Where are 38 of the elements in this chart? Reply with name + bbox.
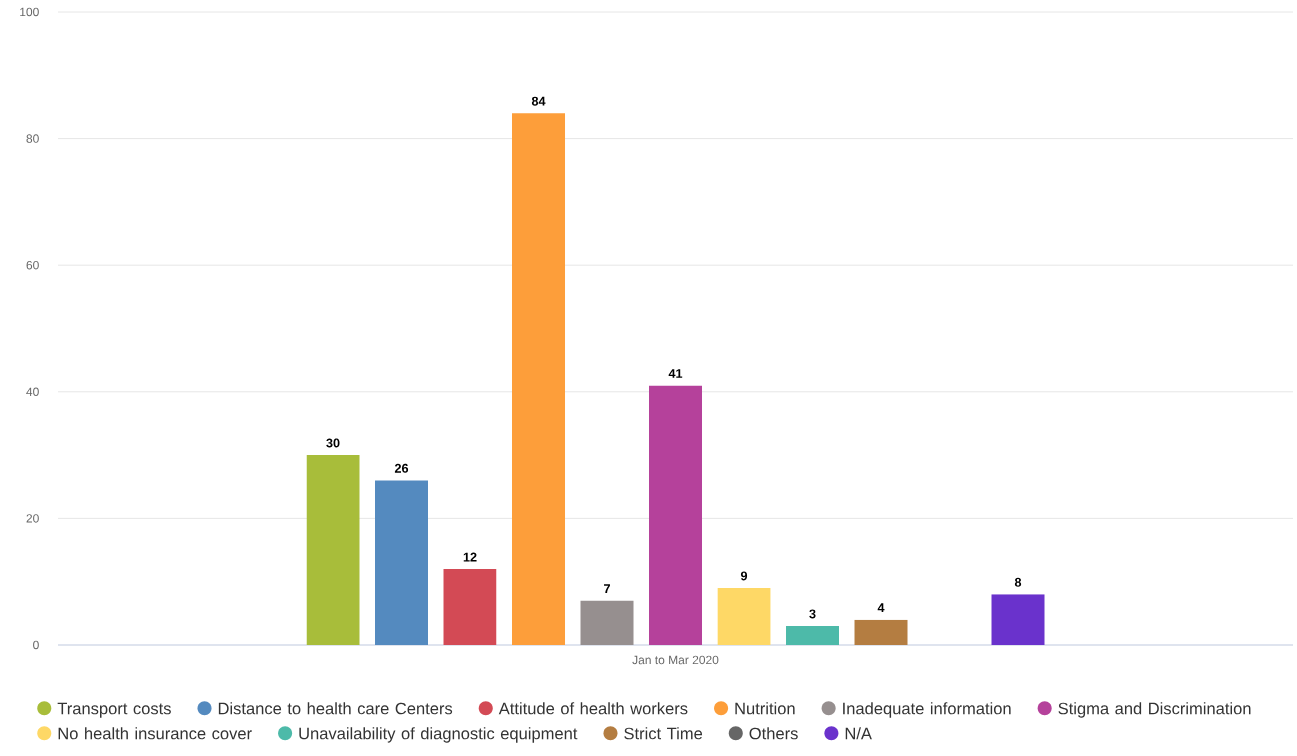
data-label: 30 [326, 438, 340, 448]
bar [306, 455, 360, 645]
y-tick-label: 0 [33, 640, 39, 650]
data-label: 84 [531, 96, 546, 106]
legend-label: Stigma and Discrimination [1058, 702, 1251, 718]
x-tick-label: Jan to Mar 2020 [632, 655, 719, 665]
legend-label: Inadequate information [843, 702, 1011, 718]
data-label: 7 [604, 584, 610, 594]
bar [649, 385, 703, 645]
legend-label: Nutrition [735, 702, 795, 715]
bar [580, 600, 634, 645]
y-tick-label: 80 [26, 134, 39, 143]
bar [717, 588, 771, 645]
data-label: 26 [394, 463, 409, 473]
legend-label: Distance to health care Centers [218, 702, 453, 715]
data-label: 4 [877, 603, 885, 613]
bar [786, 625, 840, 645]
data-label: 12 [463, 552, 477, 562]
y-tick-label: 40 [26, 387, 39, 397]
y-tick-label: 100 [20, 7, 39, 17]
y-tick-label: 20 [26, 514, 39, 523]
legend-label: No health insurance cover [58, 727, 252, 740]
legend-label: N/A [845, 727, 872, 740]
legend-label: Unavailability of diagnostic equipment [299, 727, 578, 743]
data-label: 41 [668, 369, 683, 378]
data-label: 3 [809, 609, 816, 619]
data-label: 9 [740, 571, 748, 581]
legend-label: Others [749, 727, 798, 740]
legend-label: Transport costs [57, 702, 171, 718]
bar [443, 569, 497, 645]
data-label: 8 [1014, 577, 1022, 587]
y-tick-label: 60 [26, 260, 39, 270]
legend-label: Attitude of health workers [498, 702, 688, 715]
legend-label: Strict Time [624, 727, 703, 740]
bar [991, 594, 1045, 645]
bar [375, 480, 429, 645]
bar [854, 619, 908, 645]
bar [512, 113, 566, 645]
